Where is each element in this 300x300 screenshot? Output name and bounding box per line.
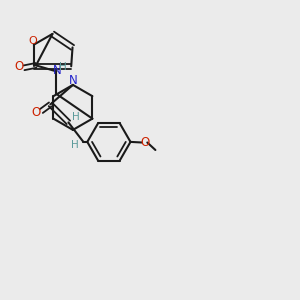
Text: H: H [72,112,80,122]
Text: N: N [68,74,77,87]
Text: O: O [28,36,37,46]
Text: H: H [70,140,78,150]
Text: N: N [52,64,62,77]
Text: O: O [140,136,149,149]
Text: H: H [59,62,67,72]
Text: O: O [32,106,40,119]
Text: O: O [14,60,23,73]
